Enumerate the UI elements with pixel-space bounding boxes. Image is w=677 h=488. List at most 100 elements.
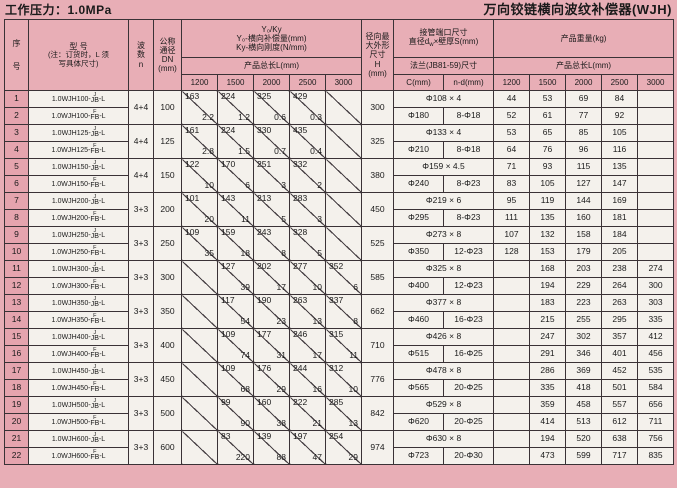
model-variant-base: JB	[90, 403, 99, 411]
weight-cell: 61	[529, 107, 567, 125]
table-row: 19 1.0WJH500- J JB -L 3+3 500 99 90 160 38 222 21 285…	[4, 396, 675, 431]
header-length-left: 产品总长L(mm)	[180, 57, 363, 75]
model-prefix: 1.0WJH350-	[51, 317, 91, 325]
model-cell: 1.0WJH150- J JB -L	[28, 158, 129, 176]
weight-cell: 96	[565, 141, 603, 159]
serial-cell: 2	[4, 107, 29, 125]
model-prefix: 1.0WJH400-	[51, 334, 91, 342]
weight-cell: 116	[601, 141, 639, 159]
weight-cell: 303	[637, 294, 675, 312]
y-compensation-value: 312	[329, 363, 344, 373]
weight-cell: 71	[493, 158, 531, 176]
model-cell: 1.0WJH100- J JB -L	[28, 90, 129, 108]
model-variant-top: F	[93, 245, 97, 252]
yk-diagonal-cell: 176 29	[253, 362, 290, 397]
table-row: 17 1.0WJH450- J JB -L 3+3 450 109 68 176 29 244 16 31…	[4, 362, 675, 397]
serial-cell: 8	[4, 209, 29, 227]
y-compensation-value: 143	[221, 193, 236, 203]
y-compensation-value: 224	[221, 91, 236, 101]
weight-cell: 414	[529, 413, 567, 431]
table-row: 12 1.0WJH300- F FB -L Φ400 12-Φ23 194 229 264 300	[4, 277, 675, 295]
flange-nd-cell: 8-Φ18	[443, 107, 495, 125]
h-dimension-cell: 300	[361, 90, 395, 125]
flange-nd-cell: 8-Φ23	[443, 209, 495, 227]
weight-cell: 711	[637, 413, 675, 431]
title-bar: 工作压力：1.0MPa 万向铰链横向波纹补偿器(WJH)	[0, 0, 677, 19]
flange-c-cell: Φ400	[393, 277, 445, 295]
y-compensation-value: 109	[221, 329, 236, 339]
yk-diagonal-cell: 190 23	[253, 294, 290, 329]
model-prefix: 1.0WJH350-	[51, 300, 91, 308]
k-stiffness-value: 6	[245, 180, 250, 191]
y-compensation-value: 315	[329, 329, 344, 339]
weight-cell	[637, 124, 675, 142]
model-variant-base: JB	[90, 97, 99, 105]
model-cell: 1.0WJH200- J JB -L	[28, 192, 129, 210]
model-prefix: 1.0WJH125-	[51, 147, 91, 155]
yk-diagonal-cell: 224 1.5	[217, 124, 254, 159]
weight-cell: 179	[565, 243, 603, 261]
model-variant-base: JB	[90, 131, 99, 139]
model-prefix: 1.0WJH125-	[51, 130, 91, 138]
model-suffix: -L	[99, 419, 106, 427]
model-cell: 1.0WJH350- J JB -L	[28, 294, 129, 312]
model-suffix: -L	[98, 164, 106, 172]
yk-diagonal-cell: 202 17	[253, 260, 290, 295]
table-row: 11 1.0WJH300- J JB -L 3+3 300 127 39 202 17 277 10 35…	[4, 260, 675, 295]
weight-cell: 458	[565, 396, 603, 414]
yk-diagonal-cell: 213 5	[253, 192, 290, 227]
serial-cell: 11	[4, 260, 29, 278]
yk-diagonal-cell: 161 2.8	[181, 124, 218, 159]
y-compensation-value: 99	[221, 397, 231, 407]
yk-diagonal-cell: 170 6	[217, 158, 254, 193]
weight-cell: 238	[601, 260, 639, 278]
model-variant-base: FB	[90, 216, 100, 224]
model-cell: 1.0WJH450- J JB -L	[28, 362, 129, 380]
flange-nd-cell: 20-Φ25	[443, 413, 495, 431]
model-suffix: -L	[99, 113, 106, 121]
wave-count-cell: 3+3	[128, 260, 154, 295]
h-dimension-cell: 842	[361, 396, 395, 431]
weight-cell: 69	[565, 90, 603, 108]
serial-cell: 14	[4, 311, 29, 329]
weight-cell: 83	[493, 175, 531, 193]
model-variant-stack: F FB	[90, 280, 100, 292]
weight-cell: 85	[565, 124, 603, 142]
model-variant-top: J	[93, 126, 97, 133]
y-compensation-value: 122	[185, 159, 200, 169]
model-variant-base: FB	[90, 284, 100, 292]
model-cell: 1.0WJH600- J JB -L	[28, 430, 129, 448]
k-stiffness-value: 10	[348, 384, 359, 395]
weight-cell: 557	[601, 396, 639, 414]
model-suffix: -L	[99, 215, 106, 223]
header-serial: 序号	[4, 19, 29, 91]
model-variant-top: J	[93, 262, 97, 269]
model-variant-base: FB	[90, 250, 100, 258]
yk-diagonal-cell: 163 2.2	[181, 90, 218, 125]
model-cell: 1.0WJH200- F FB -L	[28, 209, 129, 227]
weight-cell: 215	[529, 311, 567, 329]
model-cell: 1.0WJH400- J JB -L	[28, 328, 129, 346]
model-prefix: 1.0WJH200-	[51, 198, 91, 206]
weight-cell: 53	[493, 124, 531, 142]
table-row: 15 1.0WJH400- J JB -L 3+3 400 109 74 177 31 246 17 31…	[4, 328, 675, 363]
pipe-spec-cell: Φ325 × 8	[393, 260, 495, 278]
weight-cell: 127	[565, 175, 603, 193]
y-compensation-value: 352	[329, 261, 344, 271]
header-yk: Y₀/Ky Y₀-横向补偿量(mm) Ky-横向刚度(N/mm)	[180, 19, 363, 58]
model-variant-stack: J JB	[91, 331, 99, 343]
yk-diagonal-cell: 254 29	[324, 430, 363, 465]
flange-nd-cell: 12-Φ23	[443, 243, 495, 261]
model-suffix: -L	[98, 300, 106, 308]
serial-cell: 18	[4, 379, 29, 397]
table-row: 6 1.0WJH150- F FB -L Φ240 8-Φ23 83 105 127 147	[4, 175, 675, 193]
model-variant-stack: J JB	[91, 161, 99, 173]
weight-cell: 535	[637, 362, 675, 380]
model-variant-top: F	[93, 177, 97, 184]
yk-diagonal-cell: 159 18	[217, 226, 254, 261]
wave-count-cell: 3+3	[128, 294, 154, 329]
weight-cell: 263	[601, 294, 639, 312]
y-compensation-value: 101	[185, 193, 200, 203]
h-dimension-cell: 380	[361, 158, 395, 193]
yk-diagonal-cell: 337 8	[324, 294, 363, 329]
